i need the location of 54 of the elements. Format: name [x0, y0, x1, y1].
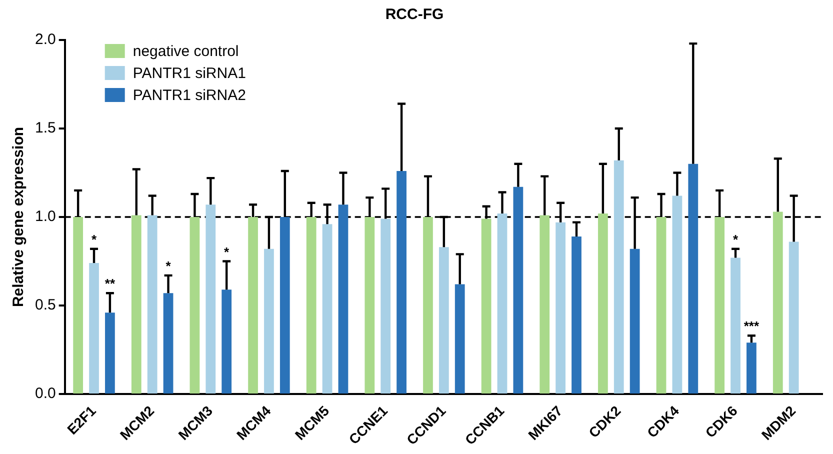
bar [481, 218, 492, 394]
chart-title: RCC-FG [385, 6, 444, 24]
bar [190, 217, 200, 394]
bar [163, 293, 174, 394]
bar [714, 217, 725, 394]
bar [73, 217, 84, 394]
y-tick-label: 1.5 [34, 120, 56, 137]
bar [688, 164, 698, 394]
annotation: * [166, 258, 172, 274]
bar [438, 247, 449, 394]
bar [396, 170, 406, 394]
bar [572, 236, 582, 394]
bar [497, 213, 508, 394]
y-tick-label: 1.0 [34, 208, 56, 226]
y-tick-label: 0.0 [34, 385, 56, 402]
bar [772, 212, 783, 394]
bar [423, 217, 433, 394]
annotation: * [224, 244, 230, 260]
annotation: * [91, 232, 98, 247]
bar [147, 215, 158, 394]
bar [630, 248, 640, 394]
bar [338, 204, 348, 394]
annotation: *** [744, 318, 760, 334]
bar [206, 204, 216, 394]
bar [380, 218, 391, 394]
bar [222, 290, 232, 394]
bar [264, 248, 274, 394]
bar [746, 342, 756, 394]
bar [89, 263, 99, 394]
legend-label: PANTR1 siRNA1 [132, 65, 246, 82]
annotation: ** [104, 276, 116, 292]
y-tick-label: 2.0 [34, 31, 56, 48]
bar [656, 217, 666, 394]
bar [322, 224, 332, 394]
y-tick-label: 0.5 [34, 296, 56, 314]
bar [556, 222, 566, 394]
annotation: * [732, 232, 739, 247]
bar [364, 217, 375, 394]
bar [614, 160, 624, 394]
bar [730, 258, 740, 394]
bar [248, 217, 258, 394]
bar [672, 196, 682, 394]
y-axis-title: Relative gene expression [10, 126, 28, 308]
bar [598, 213, 608, 394]
bar [306, 217, 316, 394]
bar [454, 284, 465, 394]
bar [788, 242, 799, 394]
bar [131, 215, 142, 394]
legend-label: PANTR1 siRNA2 [132, 87, 246, 104]
bar [513, 186, 524, 394]
bar [280, 217, 290, 394]
legend-label: negative control [132, 43, 239, 60]
bar [540, 215, 550, 394]
bar [105, 312, 115, 394]
